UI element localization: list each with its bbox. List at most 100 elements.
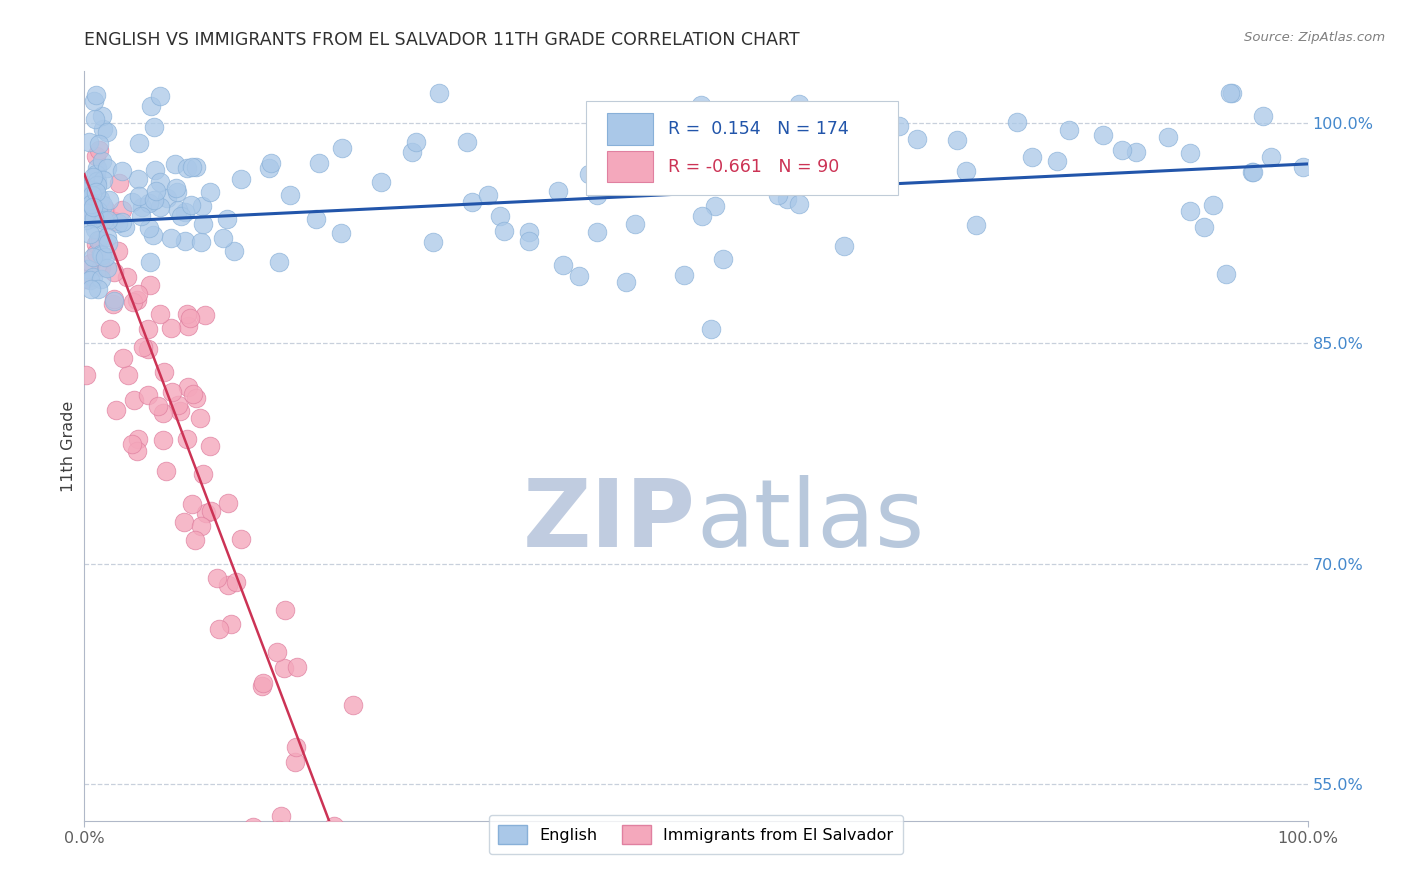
Point [136,387,159,401]
Point [84,246,107,260]
Point [114,220,136,235]
Point [96,161,118,176]
Point [80,188,103,202]
Point [285,740,308,755]
Point [159,321,181,335]
Point [887,119,910,133]
Point [329,226,352,240]
Point [278,188,301,202]
Point [149,89,172,103]
Point [82,200,104,214]
Point [79,273,101,287]
Point [136,322,159,336]
Point [1251,109,1274,123]
Legend: English, Immigrants from El Salvador: English, Immigrants from El Salvador [489,815,903,854]
Point [80,282,103,296]
Point [832,239,855,253]
Point [456,135,478,149]
Point [787,96,810,111]
Point [786,154,808,169]
Point [163,157,186,171]
Point [91,153,114,168]
Point [208,622,231,636]
Point [259,161,281,175]
Point [1057,123,1080,137]
Point [90,247,112,261]
Point [176,307,198,321]
Point [145,184,167,198]
Point [89,192,111,206]
Point [101,296,124,310]
Point [198,185,221,199]
Point [225,574,247,589]
Point [177,380,200,394]
Point [169,404,191,418]
Point [305,211,328,226]
Point [195,506,218,520]
Point [191,199,214,213]
Point [90,260,112,275]
Point [115,270,138,285]
Point [122,295,145,310]
Point [93,213,115,227]
Point [87,137,110,152]
Point [149,175,172,189]
Point [173,515,195,529]
Point [217,496,239,510]
Point [855,167,877,181]
Point [93,122,115,136]
Point [551,258,574,272]
Point [585,187,607,202]
Point [193,217,215,231]
Point [76,202,98,217]
Point [142,227,165,242]
Point [139,99,162,113]
Point [98,322,121,336]
Point [489,209,512,223]
Point [84,167,107,181]
Point [856,172,879,186]
Point [517,235,540,249]
Point [127,432,149,446]
Point [194,308,217,322]
Point [692,209,714,223]
Point [79,197,101,211]
Point [160,231,183,245]
Point [851,112,873,127]
Point [588,172,610,186]
Point [149,307,172,321]
Point [267,255,290,269]
Point [252,676,274,690]
Point [1215,267,1237,281]
Point [585,225,607,239]
Point [180,161,202,175]
Point [94,250,117,264]
Point [75,206,97,220]
Point [87,233,110,247]
Point [1021,151,1043,165]
Point [103,214,125,228]
Point [84,222,107,236]
Point [87,204,110,219]
Point [73,184,96,198]
Point [284,755,307,769]
Point [111,164,134,178]
Point [86,149,108,163]
Point [806,153,828,167]
Point [1219,87,1241,101]
Text: ENGLISH VS IMMIGRANTS FROM EL SALVADOR 11TH GRADE CORRELATION CHART: ENGLISH VS IMMIGRANTS FROM EL SALVADOR 1… [84,31,800,49]
Point [155,464,177,478]
Point [1091,128,1114,142]
Point [127,444,149,458]
Point [94,202,117,216]
Point [250,679,273,693]
Point [335,861,357,875]
Point [322,819,344,833]
Point [91,109,114,123]
Point [75,181,97,195]
Point [789,197,811,211]
Point [1178,146,1201,161]
Point [401,145,423,160]
Point [117,368,139,383]
Point [174,204,197,219]
